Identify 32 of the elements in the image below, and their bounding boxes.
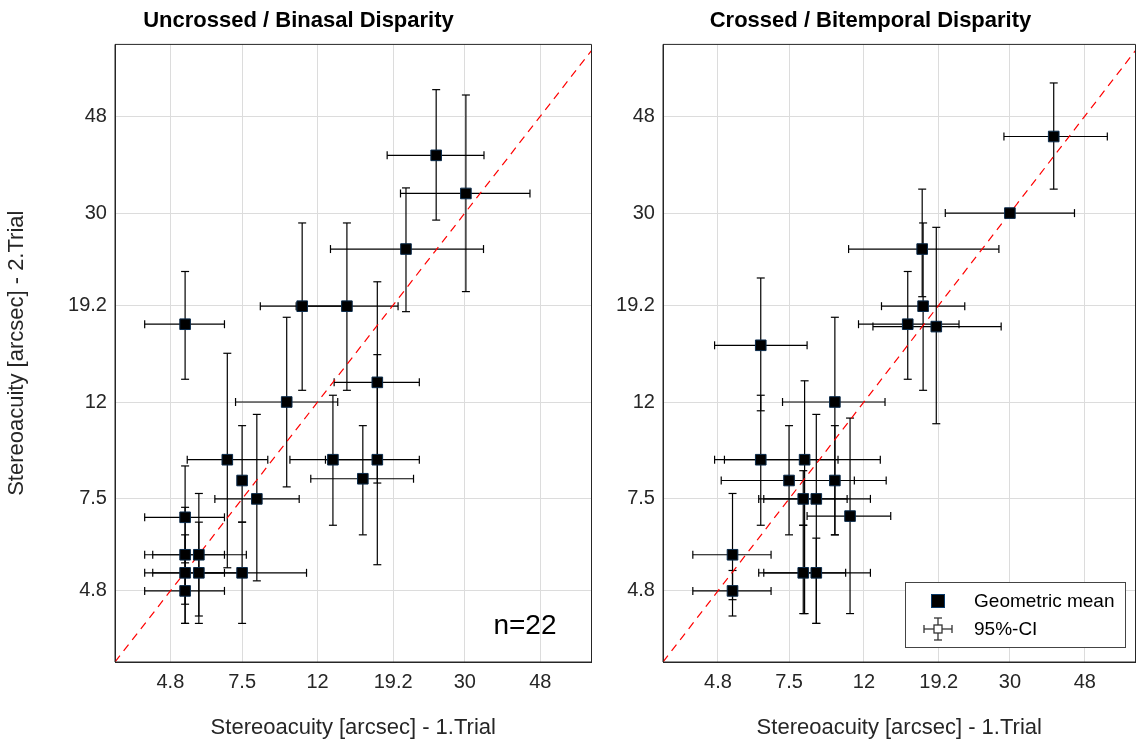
x-tick-label: 7.5: [228, 669, 257, 692]
x-tick-label: 12: [306, 669, 329, 692]
chart-title: Crossed / Bitemporal Disparity: [709, 7, 1033, 33]
x-tick-label: 19.2: [373, 669, 413, 692]
x-axis-title: Stereoacuity [arcsec] - 1.Trial: [210, 713, 496, 739]
x-axis-title: Stereoacuity [arcsec] - 1.Trial: [756, 713, 1042, 739]
x-tick-label: 4.8: [704, 669, 732, 692]
y-tick-label: 12: [84, 389, 107, 412]
y-tick-label: 48: [84, 103, 107, 126]
y-tick-label: 19.2: [616, 292, 655, 315]
x-tick-label: 4.8: [156, 669, 185, 692]
x-tick-label: 30: [453, 669, 476, 692]
y-tick-label: 30: [84, 200, 107, 223]
y-tick-label: 4.8: [79, 578, 107, 601]
x-tick-label: 12: [852, 669, 876, 692]
x-tick-label: 30: [998, 669, 1022, 692]
y-axis-title: Stereoacuity [arcsec] - 2.Trial: [3, 210, 29, 496]
y-tick-label: 19.2: [68, 292, 107, 315]
x-tick-label: 48: [1073, 669, 1096, 692]
chart-title: Uncrossed / Binasal Disparity: [143, 7, 455, 33]
annotation: 95%-CI: [974, 618, 1038, 640]
x-tick-label: 19.2: [919, 669, 959, 692]
y-tick-label: 7.5: [79, 486, 107, 509]
x-tick-label: 7.5: [775, 669, 803, 692]
legend-label: Geometric mean: [974, 590, 1115, 612]
y-tick-label: 48: [632, 103, 655, 126]
y-tick-label: 4.8: [627, 578, 655, 601]
x-tick-label: 48: [529, 669, 552, 692]
annotation: n=22: [493, 608, 557, 640]
y-tick-label: 7.5: [627, 486, 655, 509]
y-tick-label: 12: [632, 389, 655, 412]
y-tick-label: 30: [632, 200, 655, 223]
